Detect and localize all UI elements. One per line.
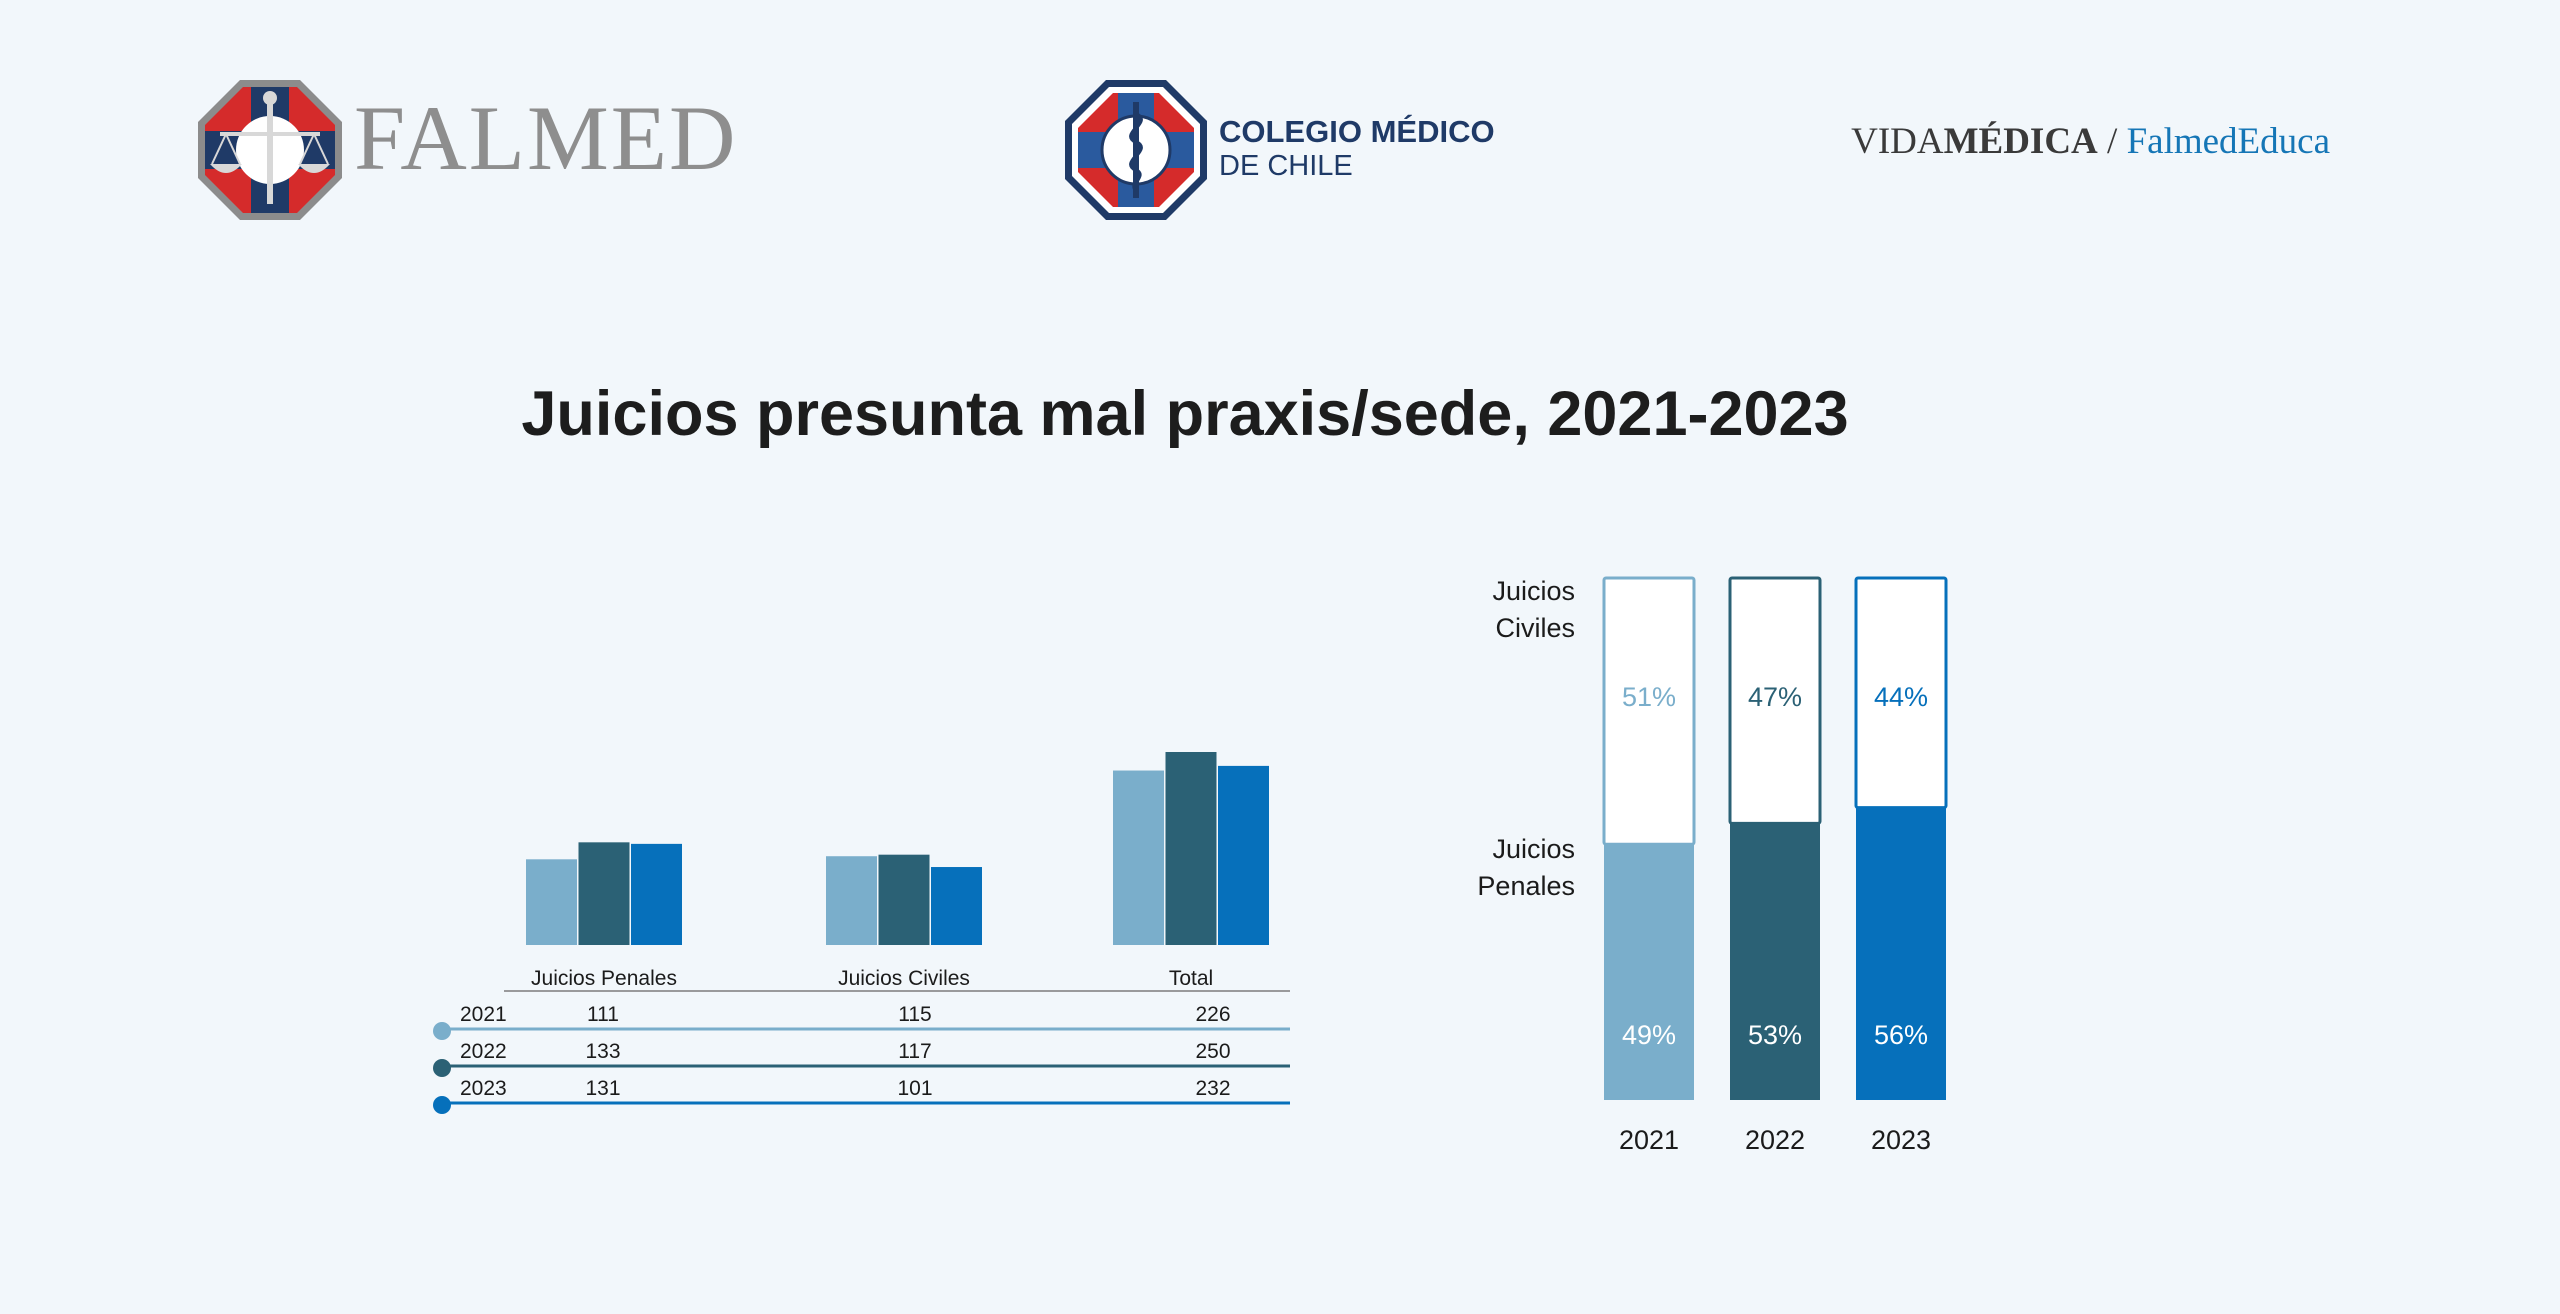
bar-2022-0 [578,842,630,945]
civiles-pct-label: 51% [1622,682,1676,712]
colegio-emblem-icon [1065,80,1207,220]
category-label: Total [1169,967,1213,990]
series-label-civiles-1: Juicios [1492,576,1575,606]
table-cell: 117 [898,1040,931,1063]
category-label: Juicios Civiles [838,967,970,990]
colegio-title-line2: DE CHILE [1219,150,1353,182]
vida-wordmark: VIDA [1851,121,1944,162]
table-cell: 133 [585,1040,620,1063]
table-cell: 232 [1195,1077,1230,1100]
table-year: 2021 [460,1003,507,1026]
series-label-civiles-2: Civiles [1495,613,1575,643]
table-year: 2022 [460,1040,507,1063]
bar-2021-1 [826,856,877,945]
falmededuca-wordmark: FalmedEduca [2126,121,2330,162]
bar-2023-0 [631,843,682,945]
bar-2023-2 [1218,765,1269,945]
medica-wordmark: MÉDICA [1943,121,2098,162]
table-cell: 131 [585,1077,620,1100]
penales-pct-label: 49% [1622,1020,1676,1050]
table-year: 2023 [460,1077,507,1100]
logo-separator: / [2097,121,2127,162]
falmed-wordmark: FALMED [354,87,738,189]
year-axis-label: 2022 [1745,1125,1805,1155]
penales-pct-label: 56% [1874,1020,1928,1050]
chart-title: Juicios presunta mal praxis/sede, 2021-2… [521,379,1849,449]
falmed-logo: FALMED [196,78,735,222]
bar-2022-2 [1165,752,1217,945]
table-cell: 226 [1195,1003,1230,1026]
table-cell: 115 [898,1003,931,1026]
category-label: Juicios Penales [531,967,677,990]
stack-penales-2021 [1604,844,1694,1100]
table-cell: 111 [587,1003,619,1026]
civiles-pct-label: 44% [1874,682,1928,712]
colegio-title-line1: COLEGIO MÉDICO [1219,114,1495,149]
civiles-pct-label: 47% [1748,682,1802,712]
bar-2022-1 [878,854,930,945]
colegio-medico-logo: COLEGIO MÉDICO DE CHILE [1063,78,1495,222]
legend-dot-2022 [433,1059,451,1077]
bar-2021-0 [526,859,577,945]
stack-penales-2023 [1856,807,1946,1100]
table-cell: 250 [1195,1040,1230,1063]
series-label-penales-2: Penales [1477,871,1575,901]
table-cell: 101 [897,1077,932,1100]
vidamedica-falmededuca-logo: VIDAMÉDICA / FalmedEduca [1851,120,2330,163]
bar-2023-1 [931,867,982,945]
stack-civiles-2022 [1728,576,1822,825]
legend-dot-2023 [433,1096,451,1114]
year-axis-label: 2023 [1871,1125,1931,1155]
penales-pct-label: 53% [1748,1020,1802,1050]
bar-2021-2 [1113,770,1164,945]
falmed-emblem-icon [198,80,342,220]
legend-dot-2021 [433,1022,451,1040]
year-axis-label: 2021 [1619,1125,1679,1155]
stack-penales-2022 [1730,823,1820,1100]
series-label-penales-1: Juicios [1492,834,1575,864]
